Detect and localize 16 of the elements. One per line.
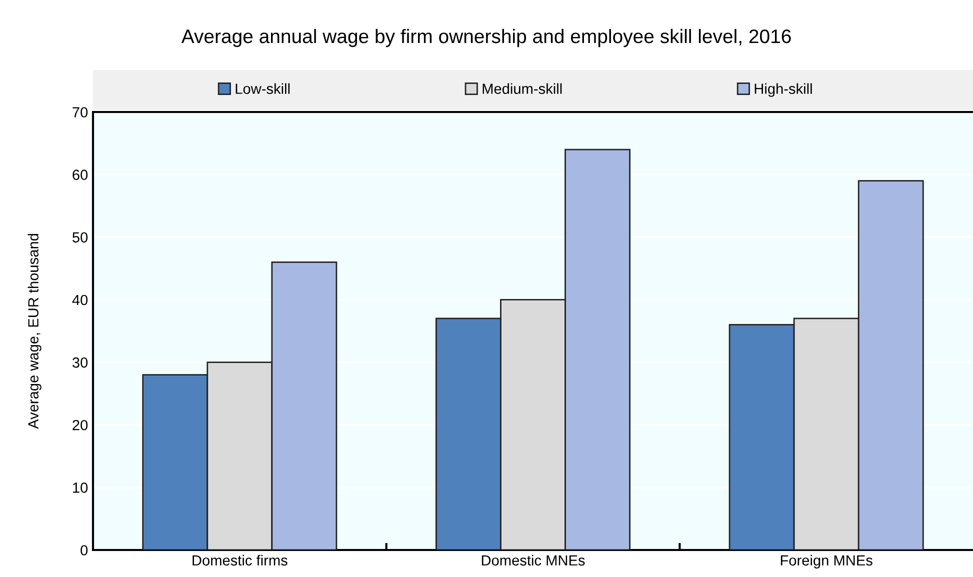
- y-tick-label: 50: [72, 232, 88, 243]
- y-tick-label: 30: [72, 357, 88, 368]
- x-tick-label: Domestic MNEs: [482, 554, 585, 566]
- legend-label: Low-skill: [236, 83, 290, 94]
- y-tick-label: 70: [72, 107, 88, 118]
- y-tick-label: 10: [73, 482, 88, 493]
- legend-label: Medium-skill: [482, 83, 562, 94]
- y-tick-label: 0: [80, 545, 88, 556]
- y-tick-label: 60: [72, 170, 88, 180]
- x-tick-label: Domestic firms: [192, 554, 288, 566]
- y-axis-title: Average wage, EUR thousand: [28, 234, 42, 429]
- chart-title: Average annual wage by firm ownership and employee skill level, 2016: [181, 28, 791, 48]
- y-tick-label: 40: [72, 294, 88, 306]
- y-tick-label: 20: [72, 420, 88, 430]
- x-tick-label: Foreign MNEs: [780, 554, 872, 568]
- legend-label: High-skill: [754, 83, 812, 97]
